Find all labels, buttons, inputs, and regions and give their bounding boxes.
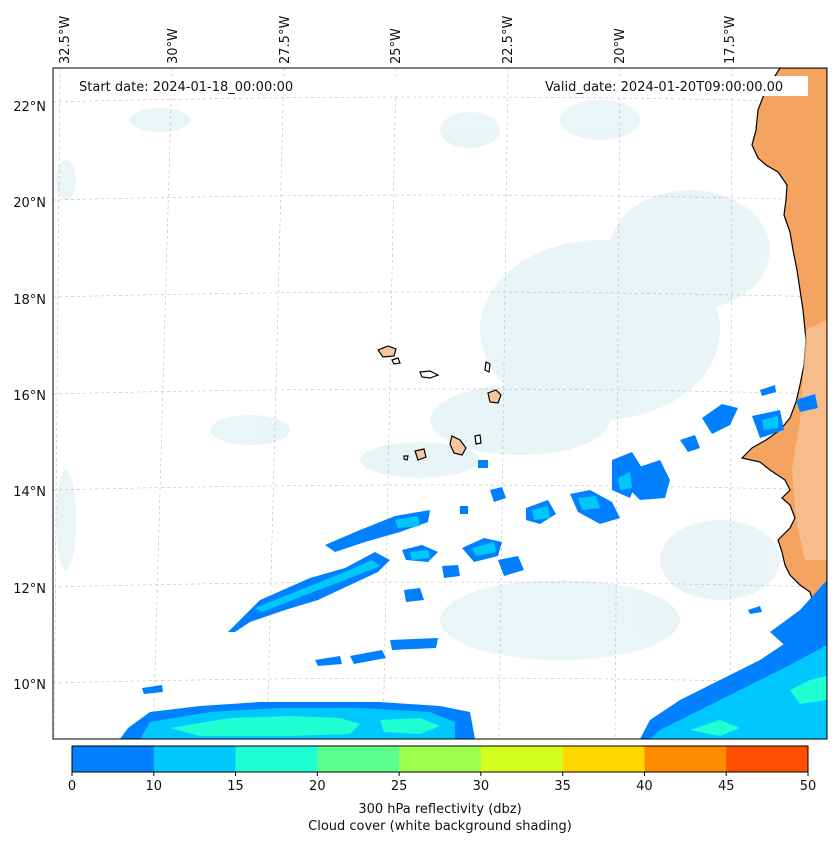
colorbar-tick-label: 35 [554,779,571,794]
colorbar-segment [153,746,237,772]
lon-label: 25°W [389,28,404,64]
colorbar-label-line1: 300 hPa reflectivity (dbz) [358,802,521,817]
colorbar-tick-label: 25 [391,779,408,794]
lat-label: 18°N [13,293,46,308]
start-date-label: Start date: 2024-01-18_00:00:00 [79,80,293,95]
colorbar: 0 10 15 20 25 30 35 40 45 50 [68,745,817,794]
lon-label: 30°W [166,28,181,64]
colorbar-label-line2: Cloud cover (white background shading) [308,819,572,834]
reflectivity-15-20 [170,676,827,736]
colorbar-tick-label: 40 [636,779,653,794]
lat-label: 22°N [13,100,46,115]
longitude-labels: 32.5°W 30°W 27.5°W 25°W 22.5°W 20°W 17.5… [58,16,738,64]
colorbar-tick-label: 30 [473,779,490,794]
latitude-labels: 22°N 20°N 18°N 16°N 14°N 12°N 10°N [13,100,46,693]
colorbar-tick-label: 0 [68,779,76,794]
colorbar-segment [72,746,155,772]
lat-label: 16°N [13,389,46,404]
colorbar-segment [726,746,809,772]
colorbar-segment [399,746,482,772]
lat-label: 14°N [13,485,46,500]
map-layers [53,68,827,739]
valid-date-label: Valid_date: 2024-01-20T09:00:00.00 [545,80,783,95]
start-date-box [74,76,396,96]
colorbar-segment [644,746,727,772]
colorbar-segment [562,746,645,772]
colorbar-tick-label: 50 [800,779,817,794]
colorbar-tick-label: 10 [146,779,163,794]
lon-label: 20°W [613,28,628,64]
lon-label: 27.5°W [278,16,293,64]
africa-inland-shade [792,320,827,560]
lat-label: 10°N [13,678,46,693]
colorbar-tick-label: 20 [309,779,326,794]
colorbar-segment [317,746,400,772]
colorbar-tick-label: 45 [718,779,735,794]
map-frame [52,67,828,740]
lat-label: 12°N [13,582,46,597]
colorbar-segment [235,746,318,772]
colorbar-tick-label: 15 [227,779,244,794]
cape-verde-islands [377,345,502,461]
lon-label: 22.5°W [501,16,516,64]
valid-date-box [538,76,808,96]
lon-label: 32.5°W [58,16,73,64]
gridlines [53,68,827,739]
colorbar-segment [480,746,564,772]
lon-label: 17.5°W [723,16,738,64]
colorbar-frame [71,745,809,773]
map-background [53,68,827,739]
lat-label: 20°N [13,196,46,211]
